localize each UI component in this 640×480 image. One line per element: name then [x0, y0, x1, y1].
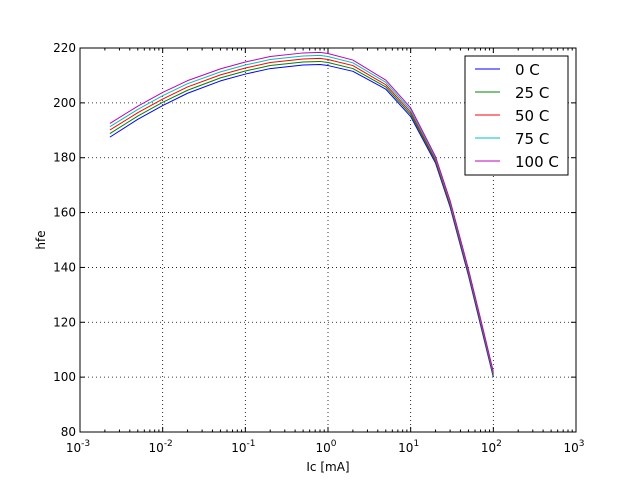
legend-label: 75 C [515, 130, 549, 148]
y-tick-label: 200 [53, 96, 76, 110]
legend-label: 100 C [515, 153, 559, 171]
x-tick-label: 10-3 [66, 439, 90, 455]
series-line [109, 51, 494, 372]
x-tick-label: 103 [563, 439, 584, 455]
legend-label: 25 C [515, 84, 549, 102]
x-tick-label: 10-2 [149, 439, 173, 455]
x-tick-label: 101 [398, 439, 419, 455]
y-tick-label: 160 [53, 206, 76, 220]
x-tick-labels: 10-3 10-2 10-1 100 101 102 103 [66, 439, 585, 455]
legend: 0 C 25 C 50 C 75 C 100 C [464, 55, 569, 176]
y-tick-label: 220 [53, 41, 76, 55]
x-tick-label: 102 [481, 439, 502, 455]
y-tick-label: 120 [53, 315, 76, 329]
y-tick-label: 100 [53, 370, 76, 384]
y-tick-label: 80 [61, 425, 76, 439]
legend-label: 0 C [515, 61, 540, 79]
x-tick-label: 10-1 [231, 439, 255, 455]
series-lines [109, 51, 494, 378]
legend-label: 50 C [515, 107, 549, 125]
y-tick-label: 180 [53, 151, 76, 165]
y-axis-label: hfe [34, 230, 48, 249]
y-tick-labels: 80 100 120 140 160 180 200 220 [53, 41, 76, 439]
x-tick-label: 100 [315, 439, 336, 455]
y-tick-label: 140 [53, 260, 76, 274]
plot-frame [79, 47, 577, 433]
x-axis-label: Ic [mA] [306, 460, 349, 474]
